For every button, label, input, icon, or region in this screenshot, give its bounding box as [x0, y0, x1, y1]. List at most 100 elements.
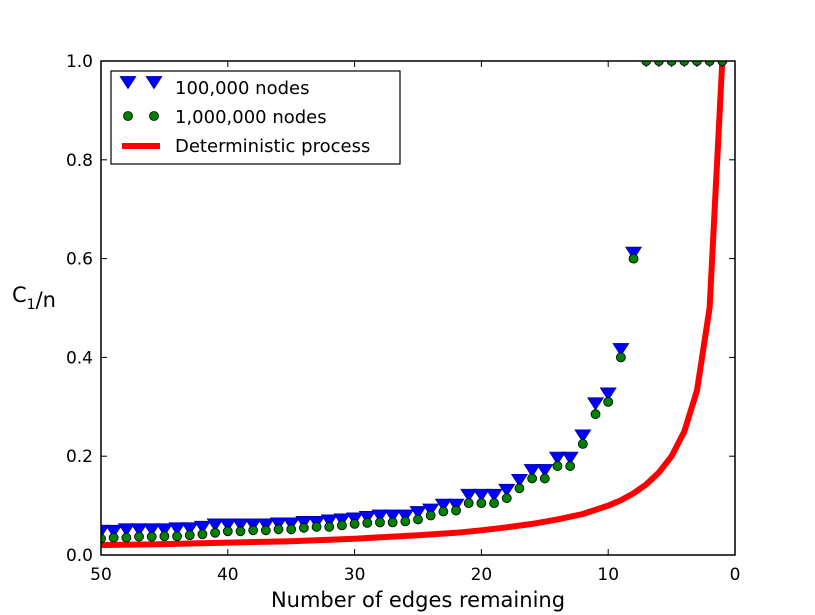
point-1m: [286, 524, 297, 535]
point-1m: [438, 506, 449, 517]
point-1m: [641, 61, 652, 66]
point-100k: [561, 451, 579, 466]
point-1m: [197, 529, 208, 540]
legend-marker-triangle: [119, 76, 163, 90]
y-tick-label: 0.0: [66, 546, 93, 566]
point-100k: [434, 498, 452, 512]
point-100k: [257, 518, 275, 532]
legend-triangle: [145, 76, 163, 90]
point-1m: [527, 473, 538, 484]
point-100k: [333, 513, 351, 527]
point-100k: [498, 483, 516, 498]
legend: 100,000 nodes 1,000,000 nodes Determinis…: [110, 70, 401, 165]
point-1m: [539, 473, 550, 484]
point-100k: [295, 515, 313, 530]
point-1m: [235, 526, 246, 537]
point-100k: [485, 488, 503, 503]
point-1m: [184, 530, 195, 541]
point-1m: [654, 61, 664, 66]
x-tick-label: 40: [217, 565, 239, 585]
point-100k: [168, 522, 186, 536]
legend-circle: [123, 111, 133, 121]
series-1m: [101, 61, 728, 544]
point-100k: [371, 509, 389, 523]
point-100k: [320, 514, 338, 528]
point-1m: [413, 514, 423, 525]
legend-label-1m: 1,000,000 nodes: [175, 107, 327, 128]
point-100k: [282, 517, 300, 531]
y-axis-label: C1/n: [12, 283, 56, 313]
point-100k: [472, 488, 490, 503]
point-1m: [159, 531, 170, 542]
point-1m: [590, 409, 601, 420]
point-1m: [375, 517, 385, 528]
x-tick-label: 10: [597, 565, 619, 585]
legend-label-100k: 100,000 nodes: [175, 78, 309, 99]
x-axis-label: Number of edges remaining: [271, 588, 565, 612]
point-100k: [548, 451, 567, 466]
point-1m: [476, 498, 487, 509]
point-1m: [387, 517, 398, 528]
point-100k: [143, 523, 161, 537]
y-axis-label-main: C: [12, 283, 27, 307]
point-1m: [463, 498, 474, 509]
y-tick-label: 1.0: [66, 52, 93, 72]
point-1m: [628, 253, 639, 264]
point-1m: [577, 438, 588, 449]
x-tick-label: 50: [90, 565, 112, 585]
y-tick-label: 0.4: [66, 348, 93, 368]
point-1m: [692, 61, 702, 66]
point-100k: [536, 464, 554, 478]
point-1m: [311, 521, 322, 532]
point-1m: [552, 461, 563, 471]
point-1m: [134, 531, 144, 542]
point-1m: [324, 521, 335, 532]
point-1m: [717, 61, 728, 66]
point-100k: [396, 509, 414, 523]
point-100k: [269, 517, 288, 531]
point-1m: [679, 61, 690, 66]
y-tick-label: 0.2: [66, 447, 93, 467]
x-tick-labels: 50 40 30 20 10 0: [90, 565, 740, 585]
point-100k: [244, 518, 262, 532]
point-100k: [422, 503, 440, 517]
point-100k: [586, 397, 605, 411]
point-1m: [704, 61, 715, 66]
legend-label-deterministic: Deterministic process: [175, 136, 370, 157]
point-100k: [460, 488, 478, 503]
point-1m: [101, 533, 106, 544]
point-1m: [615, 352, 626, 363]
point-1m: [489, 498, 499, 509]
point-1m: [565, 461, 576, 471]
y-axis-label-suffix: /n: [36, 288, 56, 312]
point-100k: [130, 523, 148, 537]
point-1m: [222, 526, 233, 537]
point-100k: [447, 498, 465, 512]
point-1m: [146, 531, 157, 542]
series-deterministic: [101, 61, 726, 549]
point-100k: [612, 343, 630, 357]
point-1m: [425, 510, 436, 521]
point-100k: [117, 523, 135, 537]
point-100k: [384, 509, 402, 523]
point-1m: [260, 525, 271, 536]
point-1m: [666, 61, 677, 66]
point-100k: [510, 473, 528, 488]
point-100k: [231, 518, 250, 532]
point-1m: [108, 532, 119, 543]
point-1m: [273, 524, 284, 535]
point-100k: [625, 246, 643, 261]
deterministic-line: [101, 61, 726, 549]
point-100k: [409, 506, 427, 520]
point-100k: [219, 518, 237, 532]
point-1m: [349, 518, 360, 529]
point-100k: [574, 429, 592, 443]
legend-triangle: [119, 76, 137, 90]
y-tick-label: 0.6: [66, 250, 93, 270]
x-tick-label: 20: [471, 565, 493, 585]
point-1m: [210, 527, 221, 538]
series-layer: [101, 61, 728, 549]
point-1m: [121, 532, 132, 543]
point-100k: [181, 522, 199, 536]
